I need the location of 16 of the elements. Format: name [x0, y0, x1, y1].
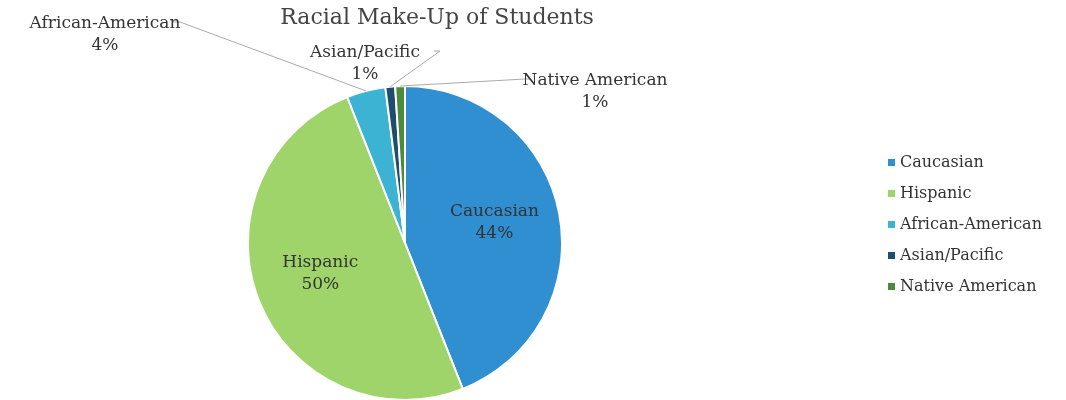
slice-label: Asian/Pacific [309, 41, 420, 61]
slice-label: Hispanic [282, 250, 359, 271]
chart-title: Racial Make-Up of Students [280, 4, 594, 29]
legend-label: Hispanic [900, 183, 972, 202]
data-label: 4% [91, 34, 119, 54]
data-label: 1% [581, 91, 609, 111]
data-label: 44% [475, 221, 514, 242]
data-label: 50% [301, 272, 340, 293]
slice-label: Caucasian [449, 199, 539, 220]
legend-label: Caucasian [900, 152, 984, 171]
data-label: 1% [351, 63, 379, 83]
slice-label: African-American [28, 12, 181, 32]
legend-label: Native American [900, 276, 1037, 295]
legend-label: African-American [899, 214, 1042, 233]
slice-label: Native American [522, 69, 668, 89]
legend-label: Asian/Pacific [899, 245, 1004, 264]
